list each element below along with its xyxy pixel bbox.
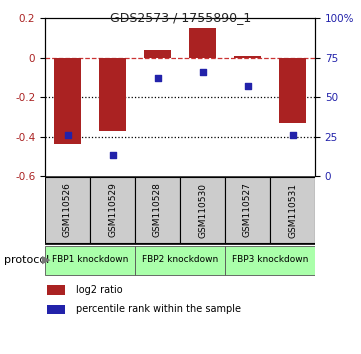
Point: [290, 132, 295, 138]
Bar: [234, 56, 261, 57]
Text: GSM110526: GSM110526: [63, 183, 72, 238]
Text: GSM110529: GSM110529: [108, 183, 117, 238]
Point: [200, 69, 205, 75]
Text: GSM110530: GSM110530: [198, 183, 207, 238]
Bar: [180, 177, 225, 243]
Text: GSM110531: GSM110531: [288, 183, 297, 238]
Point: [155, 75, 160, 81]
Text: FBP3 knockdown: FBP3 knockdown: [232, 256, 308, 264]
Point: [110, 153, 116, 158]
Bar: [226, 177, 270, 243]
Bar: [270, 177, 314, 243]
Text: GSM110528: GSM110528: [153, 183, 162, 238]
Bar: [135, 177, 179, 243]
Bar: [144, 50, 171, 57]
Bar: [189, 28, 216, 57]
Text: FBP2 knockdown: FBP2 knockdown: [142, 256, 218, 264]
Bar: [279, 57, 306, 123]
Bar: [45, 177, 90, 243]
Text: percentile rank within the sample: percentile rank within the sample: [76, 304, 241, 314]
Text: protocol: protocol: [4, 255, 49, 265]
Text: FBP1 knockdown: FBP1 knockdown: [52, 256, 128, 264]
Text: log2 ratio: log2 ratio: [76, 285, 122, 295]
Bar: [45, 246, 135, 275]
Text: ▶: ▶: [42, 255, 50, 265]
Point: [245, 83, 251, 89]
Bar: [54, 57, 81, 144]
Bar: [99, 57, 126, 131]
Text: GSM110527: GSM110527: [243, 183, 252, 238]
Bar: [135, 246, 225, 275]
Bar: [226, 246, 314, 275]
Point: [65, 132, 70, 138]
Text: GDS2573 / 1755890_1: GDS2573 / 1755890_1: [110, 11, 251, 24]
Bar: [91, 177, 135, 243]
